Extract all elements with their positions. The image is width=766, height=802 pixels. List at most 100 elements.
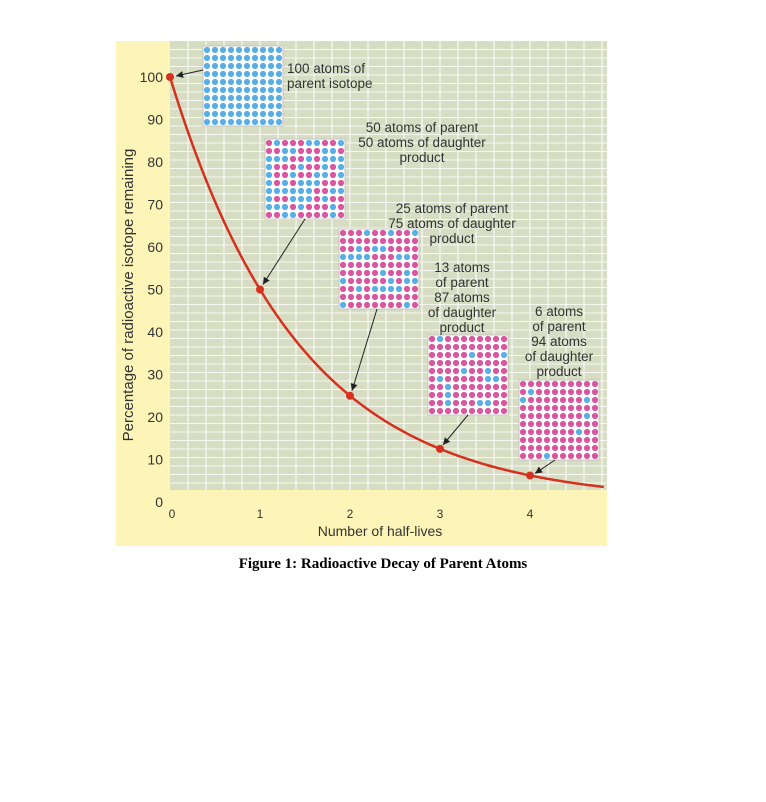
atom-dot	[339, 277, 347, 285]
annotation-line: 13 atoms	[434, 260, 490, 275]
atom-dot	[273, 179, 281, 187]
atom-dot	[500, 383, 508, 391]
atom-dot	[355, 293, 363, 301]
atom-dot	[329, 147, 337, 155]
atom-dot	[305, 155, 313, 163]
atom-dot	[460, 343, 468, 351]
annotation-line: of daughter	[428, 305, 497, 320]
atom-dot	[211, 102, 219, 110]
atom-dot	[535, 428, 543, 436]
atom-dot	[395, 237, 403, 245]
atom-dot	[251, 94, 259, 102]
atom-dot	[543, 420, 551, 428]
atom-dot	[591, 404, 599, 412]
atom-dot	[436, 375, 444, 383]
atom-dot	[519, 428, 527, 436]
atom-dot	[535, 388, 543, 396]
atom-dot	[543, 436, 551, 444]
atom-dot	[363, 285, 371, 293]
atom-dot	[265, 195, 273, 203]
annotation-line: 100 atoms of	[287, 61, 365, 76]
atom-dot	[267, 94, 275, 102]
atom-dot	[363, 269, 371, 277]
atom-dot	[251, 118, 259, 126]
atom-dot	[371, 253, 379, 261]
atom-dot	[403, 269, 411, 277]
annotation-line: product	[439, 320, 484, 335]
atom-dot	[329, 179, 337, 187]
atom-dot	[243, 86, 251, 94]
atom-dot	[265, 139, 273, 147]
atom-dot	[219, 86, 227, 94]
atom-dot	[203, 94, 211, 102]
atom-dot	[500, 391, 508, 399]
atom-dot	[347, 253, 355, 261]
atom-dot	[321, 195, 329, 203]
atom-dot	[289, 139, 297, 147]
y-tick-label: 20	[147, 409, 163, 425]
atom-dot	[551, 420, 559, 428]
atom-dot	[379, 293, 387, 301]
atom-dot	[347, 285, 355, 293]
atom-dot	[460, 359, 468, 367]
atom-dot	[476, 359, 484, 367]
arrow-line	[351, 308, 378, 391]
atom-dot	[387, 269, 395, 277]
atom-grid	[518, 379, 600, 461]
atom-dot	[500, 375, 508, 383]
atom-dot	[203, 118, 211, 126]
atom-dot	[347, 261, 355, 269]
atom-dot	[281, 203, 289, 211]
atom-dot	[559, 380, 567, 388]
atom-dot	[468, 359, 476, 367]
atom-dot	[227, 78, 235, 86]
atom-dot	[583, 420, 591, 428]
atom-dot	[484, 375, 492, 383]
atom-dot	[281, 195, 289, 203]
annotation-texts: 100 atoms of parent isotope 50 atoms of pa…	[287, 61, 594, 379]
atom-dot	[305, 139, 313, 147]
atom-dot	[275, 46, 283, 54]
data-point	[346, 391, 354, 400]
atom-dot	[395, 277, 403, 285]
atom-dot	[273, 171, 281, 179]
atom-dot	[519, 380, 527, 388]
atom-dot	[492, 359, 500, 367]
atom-dot	[355, 301, 363, 309]
atom-dot	[371, 277, 379, 285]
atom-dot	[387, 261, 395, 269]
y-tick-label: 30	[147, 367, 163, 383]
atom-dot	[219, 102, 227, 110]
annotation-line: 6 atoms	[535, 304, 583, 319]
atom-dot	[329, 155, 337, 163]
atom-dot	[251, 70, 259, 78]
atom-dot	[583, 388, 591, 396]
atom-dot	[259, 86, 267, 94]
atom-dot	[436, 391, 444, 399]
atom-dot	[591, 444, 599, 452]
atom-dot	[591, 436, 599, 444]
atom-dot	[575, 420, 583, 428]
atom-dot	[452, 343, 460, 351]
atom-dot	[259, 102, 267, 110]
atom-dot	[591, 412, 599, 420]
atom-dot	[211, 70, 219, 78]
atom-dot	[273, 187, 281, 195]
atom-dot	[289, 187, 297, 195]
atom-dot	[567, 404, 575, 412]
atom-dot	[275, 86, 283, 94]
x-tick-label: 0	[169, 507, 176, 521]
atom-dot	[339, 293, 347, 301]
atom-dot	[567, 396, 575, 404]
atom-dot	[243, 118, 251, 126]
atom-dot	[337, 171, 345, 179]
atom-dot	[339, 237, 347, 245]
atom-dot	[444, 375, 452, 383]
atom-dot	[355, 269, 363, 277]
atom-dot	[227, 86, 235, 94]
atom-dot	[411, 253, 419, 261]
atom-dot	[267, 62, 275, 70]
atom-dot	[428, 375, 436, 383]
atom-dot	[355, 237, 363, 245]
atom-dot	[273, 139, 281, 147]
